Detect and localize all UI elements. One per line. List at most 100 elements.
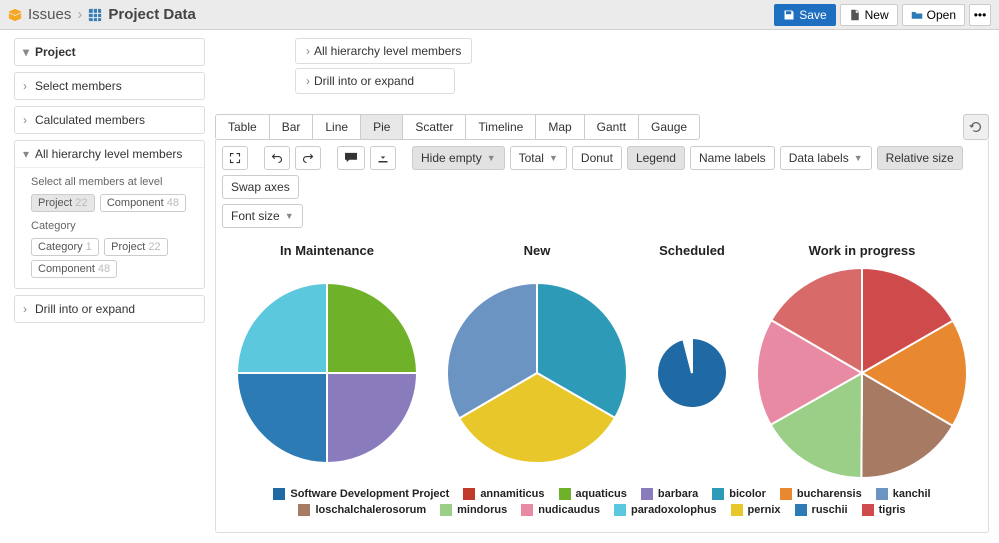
fullscreen-icon (229, 152, 241, 164)
font-size-button[interactable]: Font size▼ (222, 204, 303, 228)
tab-line[interactable]: Line (313, 115, 361, 139)
legend-label: bicolor (729, 488, 766, 500)
crumb-root[interactable]: Issues (28, 6, 71, 23)
chip-project[interactable]: Project22 (31, 194, 95, 212)
data-labels-label: Data labels (789, 151, 849, 165)
save-button[interactable]: Save (774, 4, 835, 26)
sidebar-project-label: Project (35, 45, 76, 59)
pie-column: In Maintenance (237, 243, 417, 478)
chip-count: 48 (98, 263, 110, 275)
legend-label: loschalchalerosorum (315, 504, 426, 516)
sidebar-drill[interactable]: ›Drill into or expand (15, 296, 204, 322)
legend-button[interactable]: Legend (627, 146, 685, 170)
legend-swatch (298, 504, 310, 516)
legend-label: tigris (879, 504, 906, 516)
tab-gantt[interactable]: Gantt (585, 115, 639, 139)
legend-swatch (559, 488, 571, 500)
hide-empty-button[interactable]: Hide empty▼ (412, 146, 505, 170)
legend-swatch (876, 488, 888, 500)
comment-button[interactable] (337, 146, 365, 170)
sidebar-all-hier[interactable]: ▾All hierarchy level members (15, 141, 204, 167)
chip-count: 1 (86, 241, 92, 253)
legend-label: nudicaudus (538, 504, 600, 516)
legend-item[interactable]: tigris (862, 504, 906, 516)
legend-swatch (780, 488, 792, 500)
sidebar-project-header[interactable]: ▾Project (15, 39, 204, 65)
legend-item[interactable]: Software Development Project (273, 488, 449, 500)
chip-category[interactable]: Category1 (31, 238, 99, 256)
undo-button[interactable] (264, 146, 290, 170)
chip-label: Component (38, 263, 95, 275)
chip-count: 22 (148, 241, 160, 253)
tab-bar[interactable]: Bar (270, 115, 314, 139)
pie-chart (237, 283, 417, 463)
save-icon (783, 9, 795, 21)
legend-swatch (712, 488, 724, 500)
chart-toolbar: Hide empty▼ Total▼ Donut Legend Name lab… (215, 140, 989, 533)
refresh-button[interactable] (963, 114, 989, 140)
pie-chart (657, 338, 727, 408)
legend-item[interactable]: annamiticus (463, 488, 544, 500)
legend-item[interactable]: loschalchalerosorum (298, 504, 426, 516)
legend-item[interactable]: bicolor (712, 488, 766, 500)
pie-title: Scheduled (657, 243, 727, 258)
legend-label: bucharensis (797, 488, 862, 500)
fullscreen-button[interactable] (222, 146, 248, 170)
legend-item[interactable]: barbara (641, 488, 698, 500)
redo-button[interactable] (295, 146, 321, 170)
chip-project-2[interactable]: Project22 (104, 238, 168, 256)
tab-gauge[interactable]: Gauge (639, 115, 699, 139)
legend-label: barbara (658, 488, 698, 500)
tab-timeline[interactable]: Timeline (466, 115, 536, 139)
legend-item[interactable]: ruschii (795, 504, 848, 516)
save-label: Save (799, 8, 826, 22)
swap-axes-button[interactable]: Swap axes (222, 175, 299, 199)
legend-item[interactable]: aquaticus (559, 488, 627, 500)
all-hier-label: All hierarchy level members (35, 147, 182, 161)
download-button[interactable] (370, 146, 396, 170)
sidebar: ▾Project ›Select members ›Calculated mem… (0, 30, 205, 329)
legend-item[interactable]: nudicaudus (521, 504, 600, 516)
chart-canvas: In Maintenance New Scheduled Work in progre… (222, 233, 982, 484)
tab-table[interactable]: Table (216, 115, 270, 139)
pie-chart (757, 268, 967, 478)
legend-item[interactable]: pernix (731, 504, 781, 516)
sidebar-calc-members[interactable]: ›Calculated members (15, 107, 204, 133)
pie-title: New (447, 243, 627, 258)
legend-item[interactable]: bucharensis (780, 488, 862, 500)
sidebar-select-members[interactable]: ›Select members (15, 73, 204, 99)
legend-label: kanchil (893, 488, 931, 500)
header-bar: Issues › Project Data Save New Open ••• (0, 0, 999, 30)
chip-label: Project (111, 241, 145, 253)
legend-item[interactable]: kanchil (876, 488, 931, 500)
legend-item[interactable]: paradoxolophus (614, 504, 717, 516)
total-button[interactable]: Total▼ (510, 146, 567, 170)
open-label: Open (927, 8, 956, 22)
chip-label: Category (38, 241, 83, 253)
tab-scatter[interactable]: Scatter (403, 115, 466, 139)
data-labels-button[interactable]: Data labels▼ (780, 146, 872, 170)
pie-column: Work in progress (757, 243, 967, 478)
open-button[interactable]: Open (902, 4, 965, 26)
chip-count: 48 (167, 197, 179, 209)
midtop-all-hier[interactable]: ›All hierarchy level members (295, 38, 472, 64)
more-button[interactable]: ••• (969, 4, 991, 26)
chip-component[interactable]: Component48 (100, 194, 186, 212)
legend-item[interactable]: mindorus (440, 504, 507, 516)
legend-label: mindorus (457, 504, 507, 516)
all-hier-body: Select all members at level Project22 Co… (15, 167, 204, 288)
category-label: Category (31, 220, 196, 232)
midtop-drill[interactable]: ›Drill into or expand (295, 68, 455, 94)
total-label: Total (519, 151, 544, 165)
breadcrumb: Issues › Project Data (8, 6, 196, 23)
legend-swatch (463, 488, 475, 500)
tab-pie[interactable]: Pie (361, 115, 403, 139)
chip-component-2[interactable]: Component48 (31, 260, 117, 278)
tab-map[interactable]: Map (536, 115, 584, 139)
name-labels-button[interactable]: Name labels (690, 146, 775, 170)
pie-column: New (447, 243, 627, 478)
donut-button[interactable]: Donut (572, 146, 622, 170)
relative-size-button[interactable]: Relative size (877, 146, 963, 170)
new-button[interactable]: New (840, 4, 898, 26)
midtop-panels: ›All hierarchy level members ›Drill into… (215, 30, 989, 98)
